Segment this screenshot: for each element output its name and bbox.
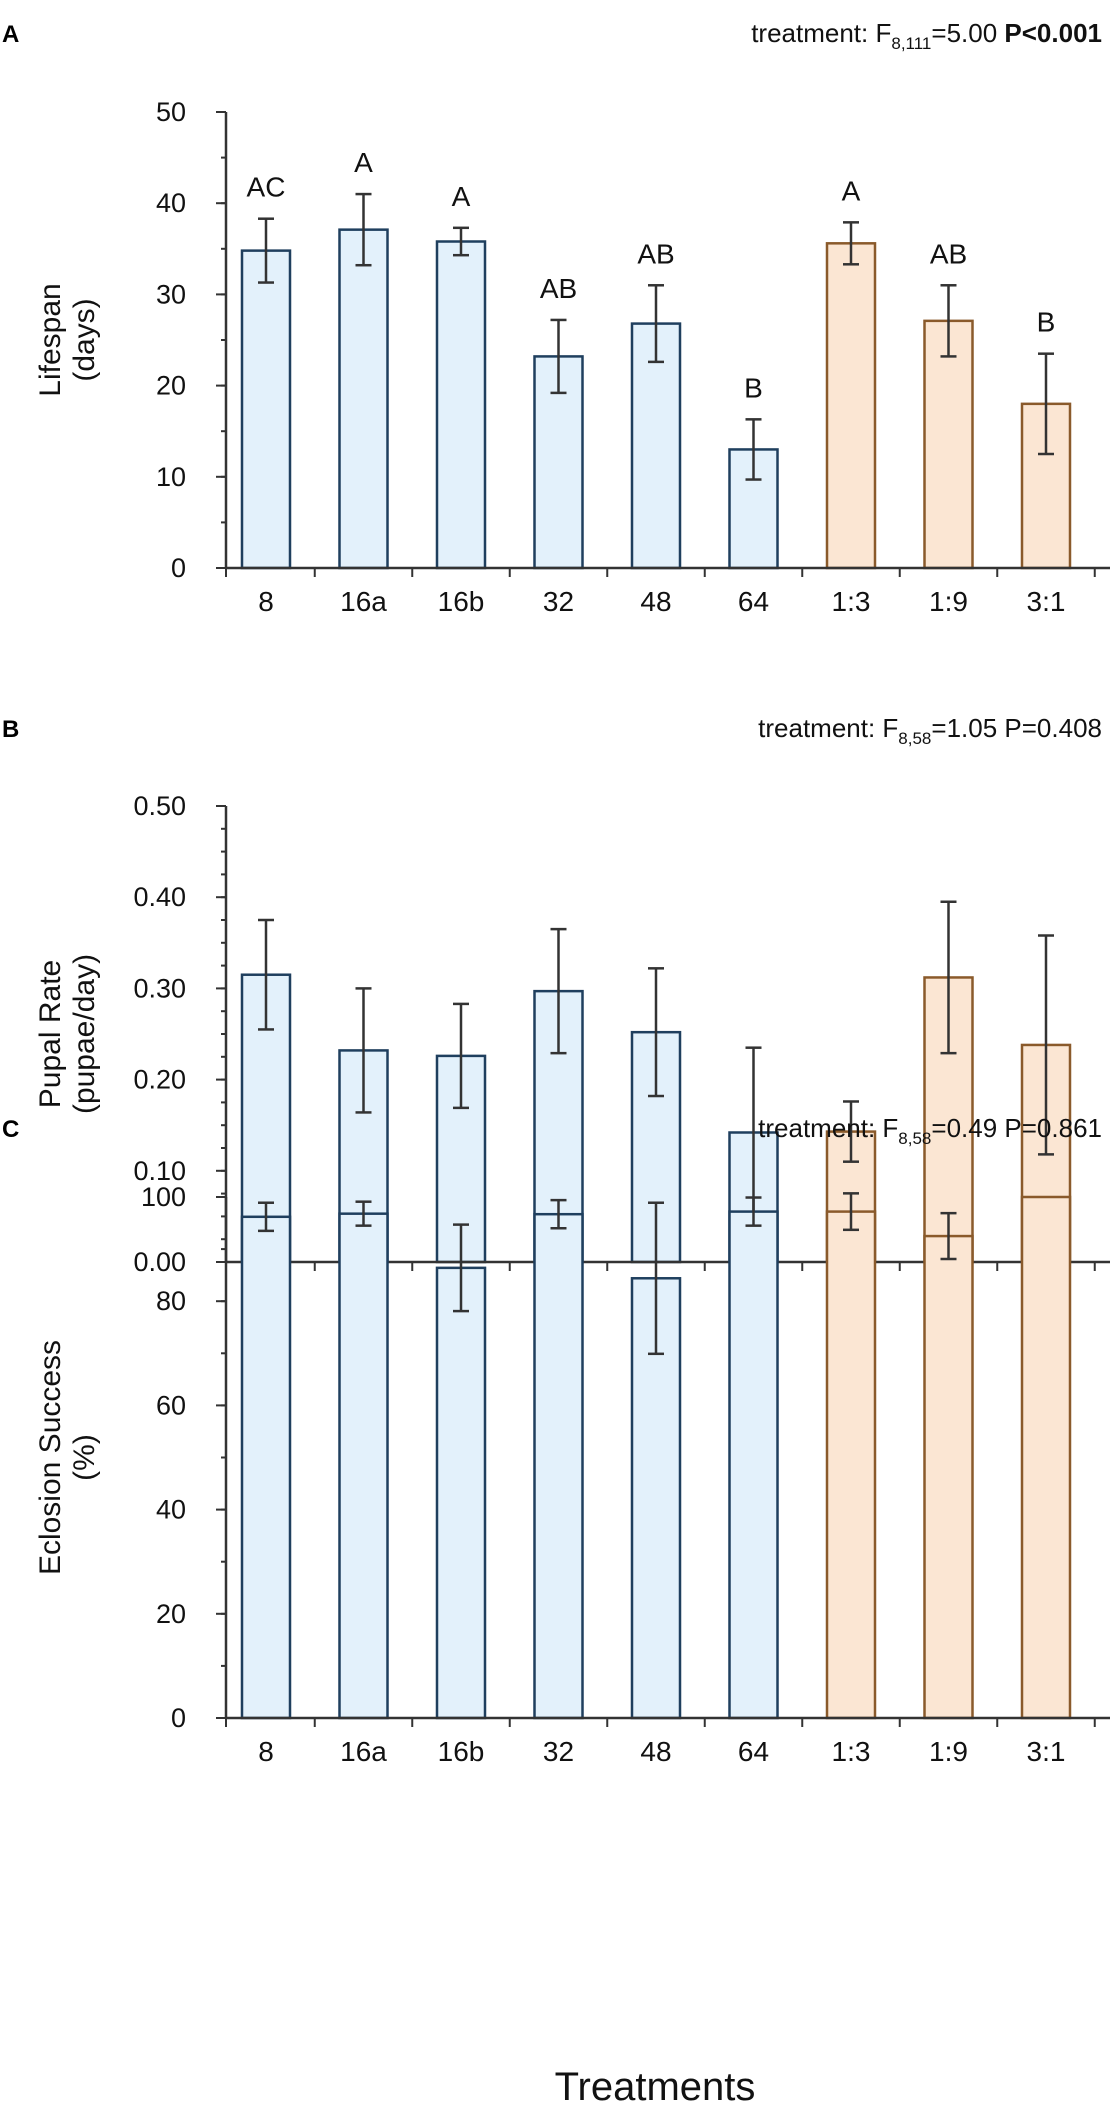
panel-c-y-tick-label: 100 [141,1182,186,1212]
panel-a-significance-letter: A [354,147,373,178]
panel-c-bar [923,1234,974,1720]
panel-a-bar [435,240,487,570]
panel-a-y-tick-label: 10 [156,462,186,492]
panel-c-x-tick-label: 1:3 [832,1736,871,1767]
panel-c-letter: C [2,1116,19,1143]
panel-c-bar [435,1266,487,1720]
panel-a-significance-letter: A [842,175,861,206]
panel-c-y-tick-label: 40 [156,1495,186,1525]
panel-a-significance-letter: AB [930,238,967,269]
panel-a-bar [923,319,974,570]
panel-c-y-tick-label: 80 [156,1286,186,1316]
panel-c-y-tick-label: 60 [156,1390,186,1420]
panel-b-y-axis-label: Pupal Rate(pupae/day) [34,954,101,1114]
panel-c-bar [533,1212,584,1720]
panel-a-bar [338,228,389,570]
panel-c-bar [728,1210,779,1720]
panel-a-significance-letter: AC [247,172,286,203]
panel-c-bar [825,1210,877,1720]
panel-b-y-tick-label: 0.50 [133,791,186,821]
panel-a-x-tick-label: 32 [543,586,574,617]
panel-b-y-tick-label: 0.10 [133,1156,186,1186]
panel-a-x-tick-label: 16b [438,586,485,617]
panel-a-significance-letter: AB [637,238,674,269]
panel-c-x-tick-label: 16a [340,1736,387,1767]
panel-a-stat: treatment: F8,111=5.00 P<0.001 [751,18,1102,53]
panel-a-bar [630,322,682,570]
panel-c-bar [338,1212,389,1720]
panel-c-x-tick-label: 16b [438,1736,485,1767]
panel-a-x-tick-label: 1:9 [929,586,968,617]
panel-a-y-tick-label: 0 [171,553,186,583]
panel-c-x-tick-label: 3:1 [1027,1736,1066,1767]
panel-a-x-tick-label: 48 [640,586,671,617]
panel-c-x-tick-label: 48 [640,1736,671,1767]
panel-c-x-tick-label: 8 [258,1736,274,1767]
panel-a-y-axis-label: Lifespan(days) [34,283,101,396]
panel-a-x-tick-label: 8 [258,586,274,617]
panel-a-y-tick-label: 20 [156,371,186,401]
x-axis-title: Treatments [555,2065,756,2109]
panel-a-x-tick-label: 64 [738,586,769,617]
panel-b-y-tick-label: 0.00 [133,1247,186,1277]
panel-a-significance-letter: A [452,181,471,212]
panel-c-bar [240,1215,292,1720]
panel-a-x-tick-label: 16a [340,586,387,617]
panel-c-x-tick-label: 64 [738,1736,769,1767]
panel-c-y-axis-label: Eclosion Success(%) [34,1340,101,1575]
panel-b-y-tick-label: 0.40 [133,882,186,912]
panel-a-significance-letter: AB [540,273,577,304]
panel-c-y-tick-label: 0 [171,1703,186,1733]
panel-a-y-tick-label: 30 [156,279,186,309]
panel-a-bar [240,249,292,570]
panel-a-letter: A [2,21,19,48]
panel-a-significance-letter: B [1037,307,1056,338]
panel-c-x-tick-label: 1:9 [929,1736,968,1767]
panel-a-bar [825,242,877,570]
panel-a-x-tick-label: 1:3 [832,586,871,617]
panel-a-x-tick-label: 3:1 [1027,586,1066,617]
panel-b-stat: treatment: F8,58=1.05 P=0.408 [758,713,1102,748]
panel-a-significance-letter: B [744,372,763,403]
panel-c-x-tick-label: 32 [543,1736,574,1767]
panel-c-y-tick-label: 20 [156,1599,186,1629]
panel-b-letter: B [2,716,19,743]
panel-a-y-tick-label: 40 [156,188,186,218]
panel-c-bar [1020,1195,1072,1720]
panel-b-y-tick-label: 0.30 [133,973,186,1003]
panel-b-y-tick-label: 0.20 [133,1065,186,1095]
panel-c-stat: treatment: F8,58=0.49 P=0.861 [758,1113,1102,1148]
panel-a-y-tick-label: 50 [156,97,186,127]
